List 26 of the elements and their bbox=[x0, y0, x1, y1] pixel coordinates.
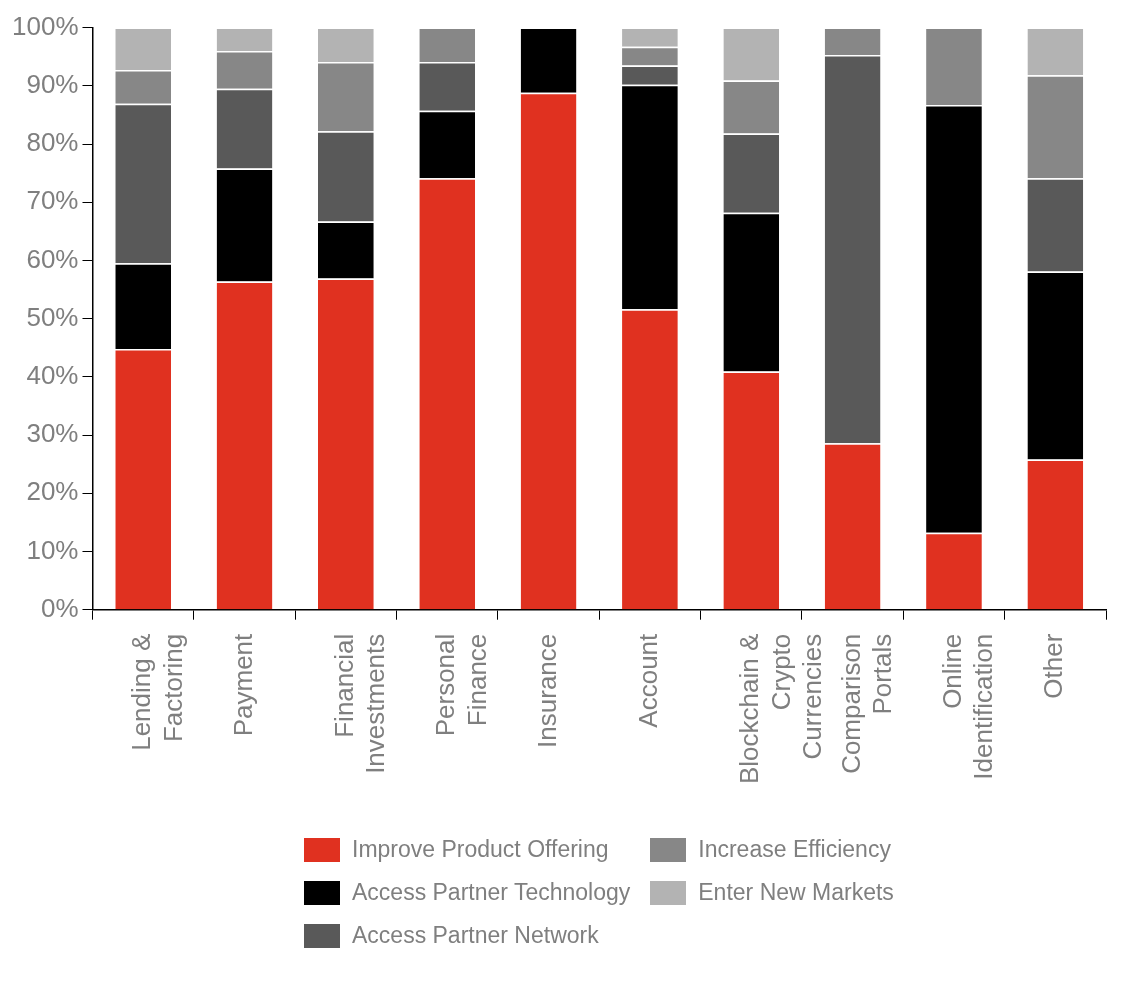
legend-label: Access Partner Network bbox=[352, 922, 599, 949]
legend-label: Access Partner Technology bbox=[352, 879, 631, 906]
x-tick-label: Blockchain & Crypto Currencies bbox=[734, 633, 827, 785]
legend-label: Improve Product Offering bbox=[352, 836, 609, 863]
y-tick-label: 70% bbox=[26, 185, 79, 216]
x-tick-label: Financial Investments bbox=[329, 633, 391, 774]
legend-label: Enter New Markets bbox=[698, 879, 894, 906]
y-tick-label: 50% bbox=[26, 301, 79, 332]
x-tick-label: Online Identification bbox=[937, 633, 999, 780]
x-tick-label: Account bbox=[633, 632, 664, 728]
y-tick-label: 30% bbox=[26, 418, 79, 449]
y-tick-label: 20% bbox=[26, 476, 79, 507]
y-tick-label: 90% bbox=[26, 68, 79, 99]
y-tick-label: 80% bbox=[26, 127, 79, 158]
x-tick-label: Insurance bbox=[531, 633, 562, 748]
y-tick-label: 10% bbox=[26, 534, 79, 565]
y-tick-label: 100% bbox=[12, 10, 79, 41]
y-tick-label: 0% bbox=[40, 592, 79, 623]
y-tick-label: 40% bbox=[26, 360, 79, 391]
x-tick-label: Comparison Portals bbox=[835, 633, 897, 774]
legend-label: Increase Efficiency bbox=[698, 836, 891, 863]
x-tick-label: Payment bbox=[227, 632, 258, 737]
x-tick-label: Personal Finance bbox=[430, 633, 492, 737]
x-tick-label: Other bbox=[1038, 633, 1069, 699]
x-tick-label: Lending & Factoring bbox=[126, 633, 188, 751]
y-tick-label: 60% bbox=[26, 243, 79, 274]
